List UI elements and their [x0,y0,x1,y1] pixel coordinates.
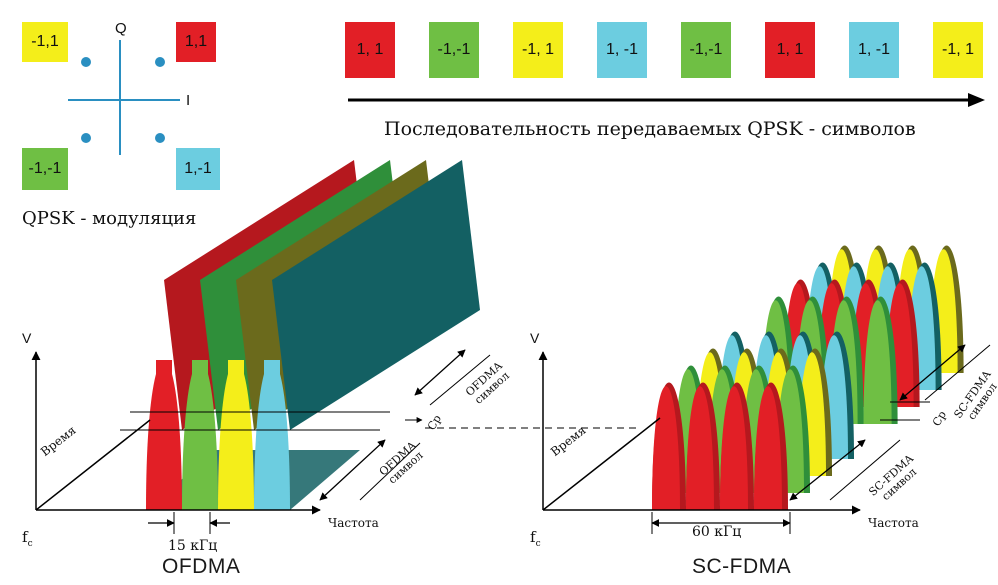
ofdma-time-axis [35,419,151,511]
ofdma-subcarrier-body [192,360,208,510]
scfdma-subcarrier [863,300,892,424]
sequence-arrow [348,93,985,107]
qpsk-caption: QPSK - модуляция [22,208,197,229]
ofdma-diagram [31,160,491,534]
ofdma-subcarrier-body [264,360,280,510]
ofdma-symbol-arrow [319,439,386,501]
scfdma-symbol-arrow [789,439,866,501]
scfdma-subcarrier [720,386,748,510]
ofdma-v-label: V [22,330,32,346]
ofdma-bandwidth-label: 15 кГц [168,538,218,554]
scfdma-freq-label: Частота [868,516,919,530]
scfdma-subcarrier [754,386,782,510]
scfdma-symbol-arrow [899,344,966,401]
sequence-symbol: 1, -1 [849,22,899,78]
scfdma-diagram [538,245,991,534]
qpsk-axes [68,40,180,155]
sequence-caption: Последовательность передаваемых QPSK - с… [384,118,916,140]
sequence-symbol: 1, 1 [765,22,815,78]
qpsk-point-box: -1,-1 [22,148,68,190]
scfdma-v-label: V [530,330,540,346]
scfdma-title: SC-FDMA [692,555,792,578]
ofdma-freq-label: Частота [328,516,379,530]
constellation-point [155,133,165,143]
qpsk-point-box: 1,1 [176,22,216,62]
qpsk-point-box: 1,-1 [176,148,220,190]
sequence-symbol: 1, 1 [345,22,395,78]
scfdma-bandwidth-label: 60 кГц [692,524,742,540]
scfdma-fc-label: fc [530,528,541,549]
ofdma-subcarrier-extrusion [272,160,480,430]
i-axis-label: I [186,92,191,109]
scfdma-subcarrier [686,386,714,510]
constellation-point [81,133,91,143]
sequence-symbol: -1, 1 [513,22,563,78]
ofdma-subcarrier-body [156,360,172,510]
ofdma-symbol-arrow [414,349,466,396]
ofdma-fc-label: fc [22,528,33,549]
ofdma-subcarrier-body [228,360,244,510]
sequence-symbol: -1,-1 [681,22,731,78]
constellation-point [81,57,91,67]
qpsk-point-box: -1,1 [22,22,68,62]
scfdma-time-axis [542,417,661,511]
constellation-point [155,57,165,67]
scfdma-subcarrier [652,386,680,510]
sequence-symbol: -1,-1 [429,22,479,78]
q-axis-label: Q [115,20,127,37]
ofdma-subcarriers [146,160,480,510]
ofdma-title: OFDMA [162,555,241,578]
sequence-symbol: -1, 1 [933,22,983,78]
sequence-symbol: 1, -1 [597,22,647,78]
